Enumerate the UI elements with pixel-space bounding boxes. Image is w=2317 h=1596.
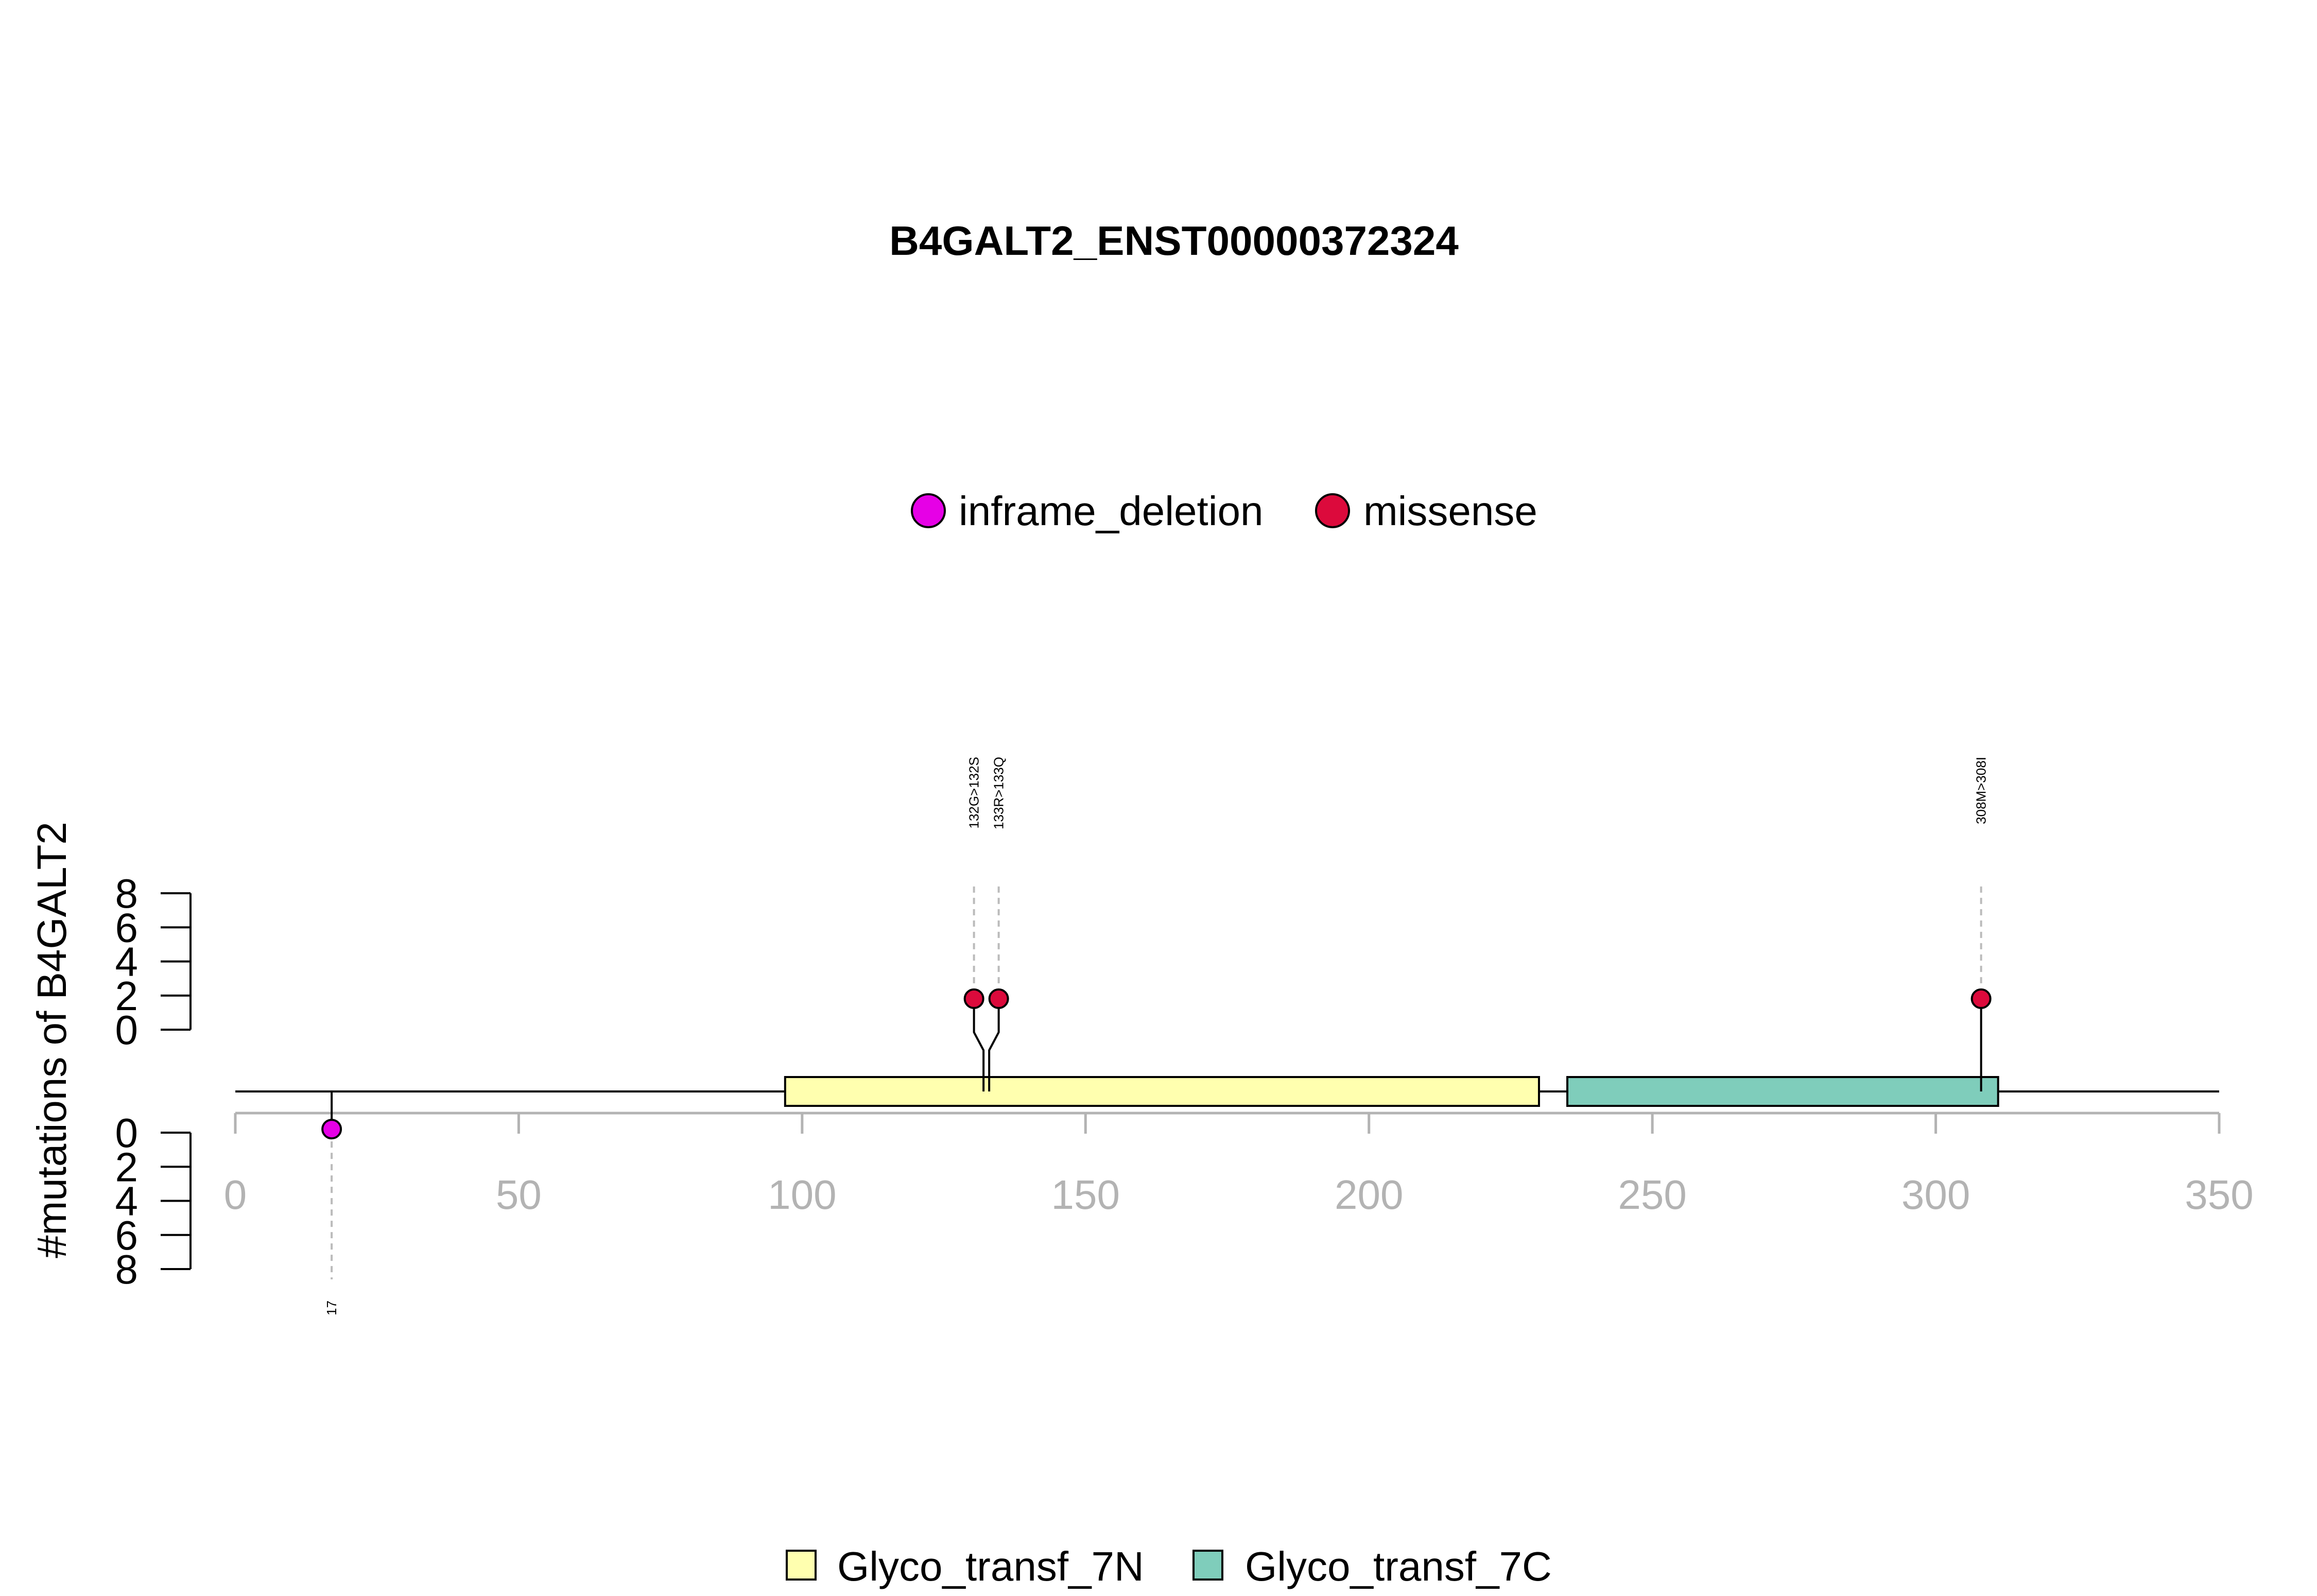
mutations-top: 132G>132S 133R>133Q 308M>308I xyxy=(963,757,1992,1091)
x-tick-label: 50 xyxy=(496,1172,542,1218)
chart-title: B4GALT2_ENST00000372324 xyxy=(889,218,1459,264)
mutation-label: 133R>133Q xyxy=(991,757,1007,829)
top-y-tick-label: 8 xyxy=(115,871,139,916)
top-y-tick-label: 2 xyxy=(115,973,139,1019)
mutation-point xyxy=(321,1119,342,1140)
mutation-label: 132G>132S xyxy=(966,757,982,829)
bottom-y-tick-label: 6 xyxy=(115,1212,139,1258)
x-axis: 0 50 100 150 200 250 300 350 xyxy=(224,1112,2254,1218)
mutation-label: 17 xyxy=(324,1300,339,1315)
mutation-point xyxy=(963,988,984,1009)
legend-swatch-glyco-transf-7n xyxy=(786,1550,817,1581)
mutation-stem xyxy=(973,998,985,1091)
mutation-point xyxy=(1970,988,1992,1009)
x-tick-label: 100 xyxy=(768,1172,836,1218)
bottom-y-tick-label: 0 xyxy=(115,1110,139,1156)
x-tick-label: 200 xyxy=(1335,1172,1403,1218)
x-tick-label: 250 xyxy=(1618,1172,1686,1218)
x-tick-label: 0 xyxy=(224,1172,247,1218)
top-y-tick-label: 4 xyxy=(115,939,139,985)
y-axis-label: #mutations of B4GALT2 xyxy=(29,822,75,1258)
domain-legend: Glyco_transf_7N Glyco_transf_7C xyxy=(786,1543,1552,1589)
mutation-label: 308M>308I xyxy=(1974,757,1989,824)
mutation-legend: inframe_deletion missense xyxy=(911,488,1537,534)
legend-label-missense: missense xyxy=(1363,488,1537,534)
legend-label-inframe-deletion: inframe_deletion xyxy=(959,488,1263,534)
legend-swatch-glyco-transf-7c xyxy=(1192,1550,1223,1581)
mutation-stem xyxy=(988,998,1000,1091)
legend-marker-missense xyxy=(1315,493,1350,528)
bottom-y-tick-label: 4 xyxy=(115,1178,139,1224)
mutation-point xyxy=(988,988,1009,1009)
top-y-tick-label: 6 xyxy=(115,905,139,950)
x-tick-label: 350 xyxy=(2185,1172,2253,1218)
domain-glyco-transf-7n xyxy=(784,1076,1540,1107)
protein-domains xyxy=(784,1076,1999,1107)
mutations-bottom: 17 xyxy=(321,1091,342,1315)
bottom-y-tick-label: 2 xyxy=(115,1144,139,1190)
legend-label-glyco-transf-7n: Glyco_transf_7N xyxy=(837,1543,1144,1589)
legend-marker-inframe-deletion xyxy=(911,493,946,528)
bottom-y-tick-label: 8 xyxy=(115,1246,139,1292)
x-tick-label: 150 xyxy=(1051,1172,1120,1218)
domain-glyco-transf-7c xyxy=(1566,1076,1999,1107)
legend-label-glyco-transf-7c: Glyco_transf_7C xyxy=(1245,1543,1552,1589)
top-y-tick-label: 0 xyxy=(115,1007,139,1053)
x-tick-label: 300 xyxy=(1901,1172,1970,1218)
